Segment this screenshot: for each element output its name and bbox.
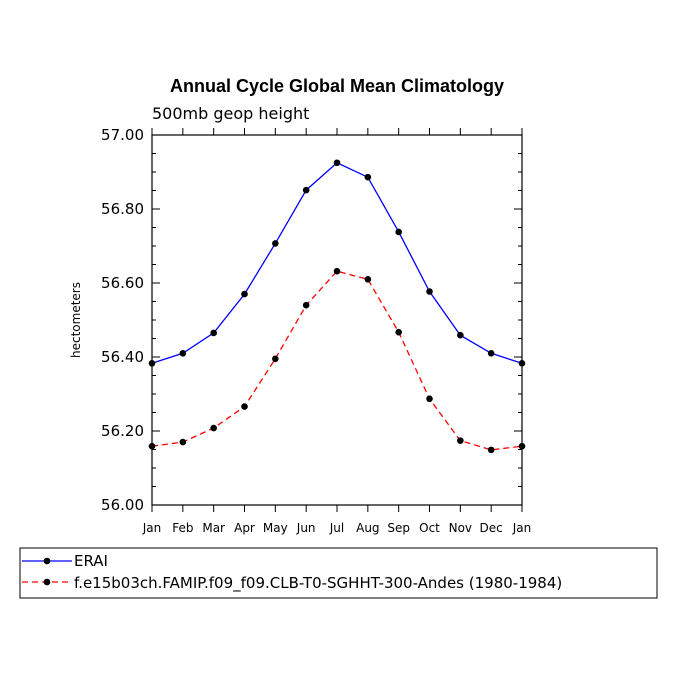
legend-label-erai: ERAI: [74, 552, 108, 570]
series-0-point: [395, 228, 402, 236]
x-tick-label: Sep: [387, 521, 410, 535]
series-0-point: [272, 240, 279, 247]
series-line-1: [151, 270, 523, 451]
series-0-point: [333, 159, 341, 167]
legend-label-model: f.e15b03ch.FAMIP.f09_f09.CLB-T0-SGHHT-30…: [74, 574, 562, 593]
series-0-point: [426, 288, 433, 295]
y-tick-label: 56.80: [101, 200, 144, 218]
x-tick-label: Jan: [512, 521, 532, 535]
series-0-point: [457, 331, 464, 339]
series-0-point: [179, 350, 187, 357]
series-0-point: [241, 290, 248, 298]
legend-box: [19, 547, 658, 599]
y-tick-label: 56.20: [101, 422, 144, 440]
y-tick-label: 57.00: [101, 126, 144, 144]
x-tick-label: Nov: [449, 521, 472, 535]
x-tick-label: Oct: [419, 521, 440, 535]
y-tick-label: 56.60: [101, 274, 144, 292]
series-1-point: [272, 355, 279, 363]
series-1-point: [302, 301, 310, 309]
tick-labels: 56.00 56.20 56.40 56.60 56.80 57.00 Jan Feb Mar A…: [101, 126, 531, 535]
legend: ERAI f.e15b03ch.FAMIP.f09_f09.CLB-T0-SGH…: [19, 547, 658, 599]
series-0-point: [210, 329, 217, 337]
legend-marker-erai: [43, 557, 51, 565]
y-axis-label: hectometers: [69, 282, 83, 358]
series-1-point: [395, 328, 402, 336]
x-tick-label: Feb: [172, 521, 193, 535]
series-1-point: [457, 437, 464, 444]
y-tick-label: 56.40: [101, 348, 144, 366]
series-1-point: [179, 438, 187, 446]
series-1-point: [426, 395, 433, 403]
x-tick-label: Mar: [202, 521, 225, 535]
series-0-point: [302, 186, 310, 194]
chart-subtitle: 500mb geop height: [152, 104, 309, 123]
series-layer: [148, 159, 526, 454]
series-1-point: [487, 446, 495, 454]
x-tick-label: Jul: [329, 521, 344, 535]
series-1-point: [241, 403, 248, 410]
x-tick-label: Apr: [234, 521, 255, 535]
chart-title: Annual Cycle Global Mean Climatology: [170, 76, 504, 96]
plot-frame: [151, 134, 523, 506]
y-tick-label: 56.00: [101, 496, 144, 514]
x-tick-label: Dec: [480, 521, 503, 535]
legend-marker-model: [43, 578, 51, 586]
series-1-point: [364, 276, 372, 283]
series-1-point: [333, 267, 341, 275]
x-tick-label: Aug: [356, 521, 379, 535]
series-0-point: [487, 350, 495, 357]
x-tick-label: May: [263, 521, 288, 535]
series-1-point: [210, 424, 217, 432]
axis-ticks: [151, 128, 523, 512]
x-tick-label: Jan: [142, 521, 162, 535]
series-0-point: [364, 173, 372, 181]
series-line-0: [151, 162, 523, 364]
x-tick-label: Jun: [296, 521, 316, 535]
